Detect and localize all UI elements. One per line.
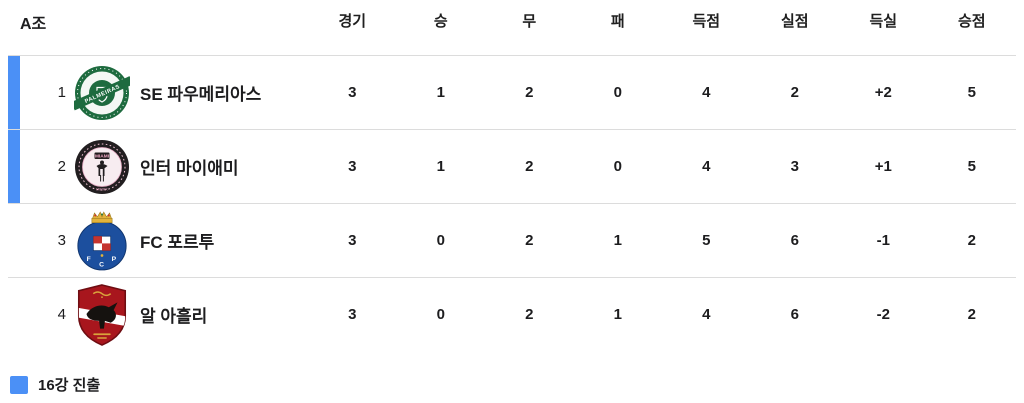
- qualification-bar: [8, 204, 20, 277]
- stat-losses: 1: [613, 306, 622, 323]
- team-cell: 1 PALMEIRAS SE 파우메리아스: [8, 56, 308, 129]
- group-title: A조: [20, 16, 47, 33]
- qualified-color-swatch: [10, 375, 28, 394]
- team-cell: 2 MIAMI MMXX 인터 마이애미: [8, 130, 308, 203]
- column-header-games: 경기: [338, 13, 367, 30]
- stat-goals-against: 6: [790, 232, 799, 249]
- table-row[interactable]: 2 MIAMI MMXX 인터 마이애미 3 1 2 0: [8, 129, 1016, 203]
- table-row[interactable]: 3 F C P FC 포르투: [8, 203, 1016, 277]
- stat-points: 5: [967, 158, 976, 175]
- stat-draws: 2: [525, 84, 534, 101]
- column-header-points: 승점: [957, 13, 986, 30]
- stat-goals-for: 4: [702, 306, 711, 323]
- stat-wins: 1: [436, 158, 445, 175]
- qualification-bar: [8, 130, 20, 203]
- stat-games: 3: [348, 306, 357, 323]
- stat-losses: 0: [613, 84, 622, 101]
- stat-goals-for: 5: [702, 232, 711, 249]
- qualification-bar: [8, 56, 20, 129]
- table-row[interactable]: 4 알 아흘리 3 0: [8, 277, 1016, 351]
- stat-goal-diff: -1: [876, 232, 890, 249]
- stat-games: 3: [348, 232, 357, 249]
- svg-text:P: P: [112, 256, 117, 263]
- column-header-goal-diff: 득실: [869, 13, 898, 30]
- stat-wins: 1: [436, 84, 445, 101]
- stat-goals-against: 6: [790, 306, 799, 323]
- stat-goal-diff: -2: [876, 306, 890, 323]
- table-row[interactable]: 1 PALMEIRAS SE 파우메리아스 3 1 2 0 4: [8, 55, 1016, 129]
- column-header-draws: 무: [522, 13, 537, 30]
- stat-goals-against: 3: [790, 158, 799, 175]
- al-ahly-crest-icon: [74, 283, 130, 346]
- svg-text:C: C: [99, 261, 104, 268]
- team-cell: 4 알 아흘리: [8, 278, 308, 351]
- stat-goal-diff: +2: [874, 84, 892, 101]
- stat-draws: 2: [525, 306, 534, 323]
- stat-goal-diff: +1: [874, 158, 892, 175]
- column-header-wins: 승: [433, 13, 448, 30]
- qualification-bar: [8, 278, 20, 351]
- rank-number: 3: [57, 232, 66, 249]
- column-header-goals-against: 실점: [780, 13, 809, 30]
- rank-number: 2: [57, 158, 66, 175]
- stat-goals-for: 4: [702, 84, 711, 101]
- stat-points: 2: [967, 306, 976, 323]
- stat-draws: 2: [525, 232, 534, 249]
- stat-games: 3: [348, 84, 357, 101]
- svg-text:F: F: [87, 256, 91, 263]
- team-cell: 3 F C P FC 포르투: [8, 204, 308, 277]
- rank-number: 1: [57, 84, 66, 101]
- svg-text:MIAMI: MIAMI: [95, 153, 110, 159]
- stat-losses: 1: [613, 232, 622, 249]
- stat-goals-for: 4: [702, 158, 711, 175]
- stat-wins: 0: [436, 232, 445, 249]
- stat-losses: 0: [613, 158, 622, 175]
- stat-draws: 2: [525, 158, 534, 175]
- fc-porto-crest-icon: F C P: [74, 210, 130, 272]
- stat-goals-against: 2: [790, 84, 799, 101]
- legend-label: 16강 진출: [38, 377, 101, 394]
- stat-games: 3: [348, 158, 357, 175]
- stat-points: 2: [967, 232, 976, 249]
- legend: 16강 진출: [10, 374, 1016, 395]
- stat-wins: 0: [436, 306, 445, 323]
- column-header-goals-for: 득점: [692, 13, 721, 30]
- rank-number: 4: [57, 306, 66, 323]
- team-name: FC 포르투: [140, 233, 215, 252]
- team-name: 알 아흘리: [140, 307, 208, 326]
- team-name: 인터 마이애미: [140, 159, 239, 178]
- table-header-row: A조 경기 승 무 패 득점 실점 득실 승점: [8, 0, 1016, 55]
- svg-text:MMXX: MMXX: [96, 187, 108, 191]
- team-name: SE 파우메리아스: [140, 85, 262, 104]
- stat-points: 5: [967, 84, 976, 101]
- inter-miami-crest-icon: MIAMI MMXX: [74, 136, 130, 198]
- palmeiras-crest-icon: PALMEIRAS: [74, 62, 130, 124]
- column-header-losses: 패: [610, 13, 625, 30]
